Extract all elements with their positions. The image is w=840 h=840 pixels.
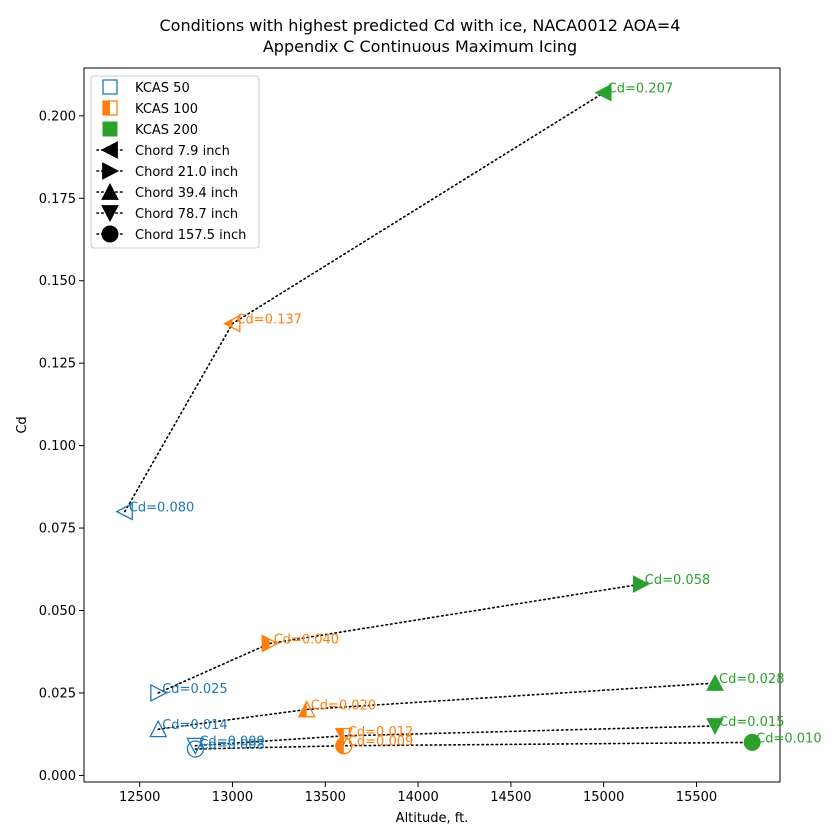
data-point-circle [335,737,353,755]
legend-speed-label: KCAS 200 [135,123,198,138]
data-point-triangle-down [186,737,205,756]
data-point-triangle-right [261,634,280,653]
y-tick-label: 0.075 [39,522,76,537]
legend-chord-label: Chord 78.7 inch [135,207,238,222]
data-label: Cd=0.058 [645,573,710,588]
chart-title: Conditions with highest predicted Cd wit… [160,16,681,35]
x-tick-label: 13000 [212,790,253,805]
data-label: Cd=0.015 [719,715,784,730]
data-point-triangle-up [706,673,724,691]
series-line-triangle-right [157,583,642,694]
legend-chord-marker [100,141,118,159]
data-label: Cd=0.014 [162,718,227,733]
x-tick-label: 13500 [305,790,346,805]
series-markers [115,83,761,758]
data-point-triangle-up [149,719,168,738]
legend-chord-label: Chord 7.9 inch [135,144,230,159]
data-label: Cd=0.028 [719,672,784,687]
legend-speed-marker [102,100,118,116]
legend-chord-marker [101,205,119,223]
data-point-triangle-left [115,502,133,521]
y-axis-label: Cd [15,416,30,433]
data-label: Cd=0.010 [756,731,821,746]
legend-speed-label: KCAS 100 [135,102,198,117]
legend-chord-label: Chord 21.0 inch [135,165,238,180]
data-label: Cd=0.207 [608,82,673,97]
legend-box [90,75,260,249]
series-line-triangle-down [194,725,716,747]
data-point-triangle-up [297,700,316,718]
y-tick-label: 0.050 [39,604,76,619]
legend-chord-label: Chord 39.4 inch [135,186,238,201]
plot-frame [83,67,781,783]
legend-chord-marker [101,225,119,243]
y-tick-label: 0.000 [39,769,76,784]
legend-speed-marker [102,79,118,95]
y-tick-label: 0.125 [39,357,76,372]
x-tick-label: 15000 [583,790,624,805]
data-label: Cd=0.009 [348,735,413,750]
data-point-triangle-right [632,575,650,593]
series-line-circle [194,741,753,750]
legend-speed-marker [102,121,118,137]
y-axis: 0.000 0.025 0.050 0.075 0.100 0.125 0.150 0.175… [39,109,84,784]
data-label: Cd=0.040 [274,632,339,647]
legend-chord-marker [102,162,120,180]
data-label: Cd=0.008 [199,738,264,753]
x-axis: 12500 13000 13500 14000 14500 15000 15500 [119,782,717,805]
legend: KCAS 50 KCAS 100 KCAS 200 Chord 7.9 inch Cho… [90,75,260,249]
y-tick-label: 0.025 [39,686,76,701]
data-label: Cd=0.025 [162,682,227,697]
y-tick-label: 0.175 [39,192,76,207]
data-point-triangle-left [223,314,241,333]
x-tick-label: 12500 [119,790,160,805]
series-line-triangle-up [157,682,716,731]
data-label: Cd=0.080 [129,501,194,516]
chart-subtitle: Appendix C Continuous Maximum Icing [263,37,577,56]
legend-chord-marker [101,182,119,200]
y-tick-label: 0.150 [39,274,76,289]
x-axis-label: Altitude, ft. [396,811,469,826]
data-label: Cd=0.012 [348,725,413,740]
x-tick-label: 15500 [676,790,717,805]
data-point-triangle-down [706,718,724,736]
data-label: Cd=0.020 [311,698,376,713]
y-tick-label: 0.100 [39,439,76,454]
data-label: Cd=0.137 [236,313,301,328]
data-label: Cd=0.009 [199,735,264,750]
x-tick-label: 14500 [490,790,531,805]
legend-chord-label: Chord 157.5 inch [135,228,246,243]
data-point-circle [743,734,761,751]
y-tick-label: 0.200 [39,109,76,124]
data-point-triangle-left [594,83,612,102]
data-labels: Cd=0.080 Cd=0.137 Cd=0.207 Cd=0.025 Cd=0.040… [129,82,822,753]
legend-speed-label: KCAS 50 [135,81,190,96]
x-tick-label: 14000 [397,790,438,805]
data-point-triangle-right [150,683,168,703]
data-point-circle [186,740,205,758]
